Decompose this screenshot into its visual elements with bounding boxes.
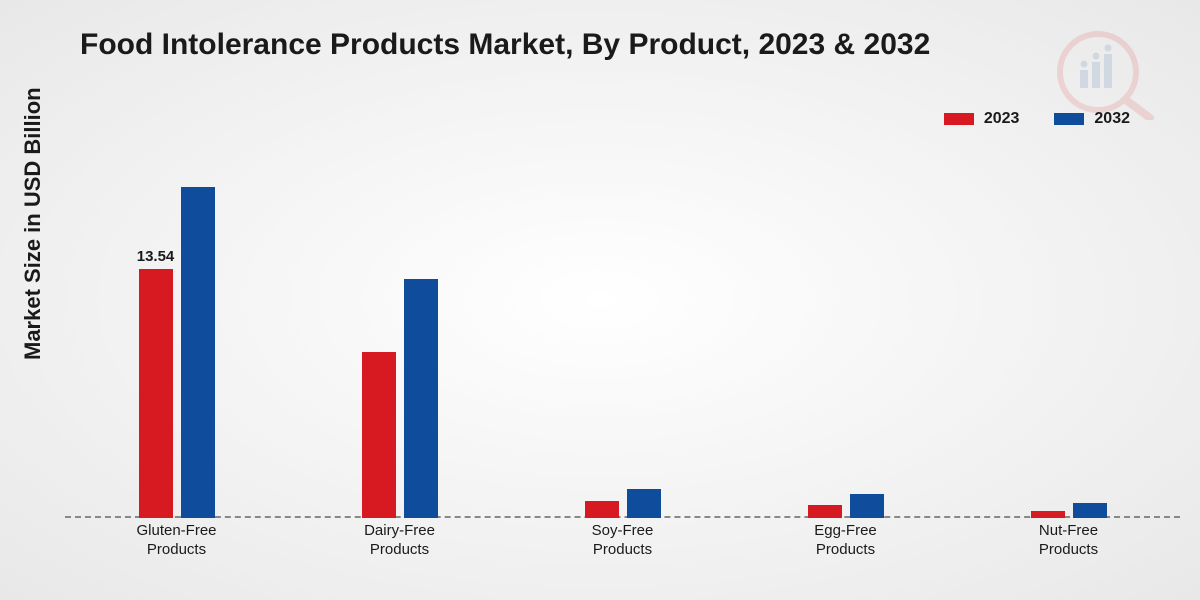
chart-title: Food Intolerance Products Market, By Pro… (80, 28, 930, 62)
x-axis-label: Dairy-FreeProducts (364, 522, 435, 560)
bar (362, 352, 396, 518)
x-axis-label: Gluten-FreeProducts (136, 522, 216, 560)
bar (585, 501, 619, 518)
bar-group (1031, 503, 1107, 518)
plot-area: 13.54 (65, 150, 1180, 518)
legend-label-2032: 2032 (1094, 110, 1130, 128)
x-axis-label: Soy-FreeProducts (592, 522, 654, 560)
watermark-logo (1050, 30, 1160, 120)
bar (627, 489, 661, 518)
legend-item-2032: 2032 (1054, 110, 1130, 128)
legend-item-2023: 2023 (944, 110, 1020, 128)
bar-group (808, 494, 884, 518)
legend-swatch-2032 (1054, 113, 1084, 125)
y-axis-label: Market Size in USD Billion (20, 87, 46, 360)
legend: 2023 2032 (944, 110, 1130, 128)
bar (1073, 503, 1107, 518)
legend-label-2023: 2023 (984, 110, 1020, 128)
bar-group (139, 187, 215, 518)
bar (404, 279, 438, 518)
bar (1031, 511, 1065, 518)
bar (808, 505, 842, 518)
bar-group (585, 489, 661, 518)
x-axis-label: Egg-FreeProducts (814, 522, 877, 560)
bar (139, 269, 173, 518)
bar (181, 187, 215, 518)
bar-group (362, 279, 438, 518)
bar (850, 494, 884, 518)
x-axis-label: Nut-FreeProducts (1039, 522, 1098, 560)
chart-container: Food Intolerance Products Market, By Pro… (0, 0, 1200, 600)
legend-swatch-2023 (944, 113, 974, 125)
